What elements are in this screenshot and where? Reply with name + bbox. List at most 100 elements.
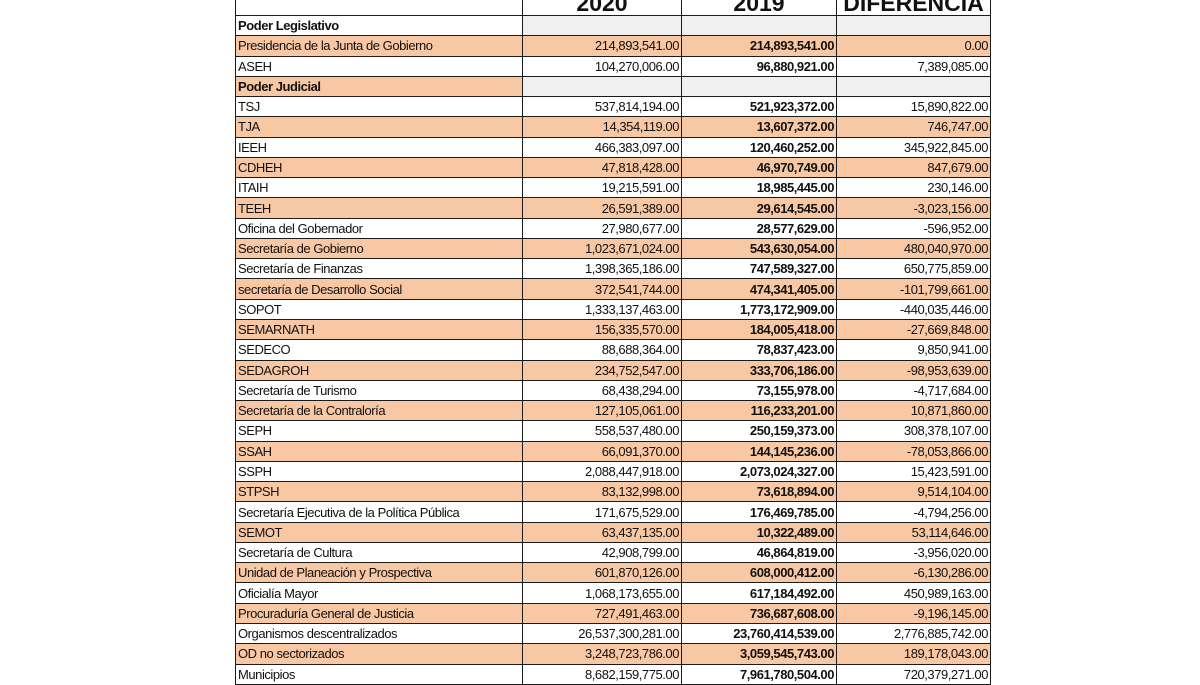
difference-cell: 847,679.00 <box>836 156 991 179</box>
section-row: Poder Legislativo <box>235 14 991 37</box>
table-row: SOPOT 1,333,137,463.00 1,773,172,909.00 -44… <box>235 298 991 320</box>
difference-cell: -9,196,145.00 <box>836 602 991 624</box>
table-body: Poder Legislativo Presidencia de la Junta… <box>235 14 991 685</box>
value-2020-cell: 3,248,723,786.00 <box>522 643 682 665</box>
table-row: CDHEH 47,818,428.00 46,970,749.00 847,679.0… <box>235 156 991 179</box>
value-2020-cell: 727,491,463.00 <box>522 602 682 624</box>
value-2019-cell: 7,961,780,504.00 <box>681 663 837 685</box>
name-cell: Oficialía Mayor <box>235 582 523 604</box>
value-2019-cell: 214,893,541.00 <box>681 35 837 57</box>
table-row: Secretaría de Finanzas 1,398,365,186.00 74… <box>235 258 991 280</box>
name-cell: Presidencia de la Junta de Gobierno <box>235 35 523 57</box>
table-row: Oficina del Gobernador 27,980,677.00 28,57… <box>235 217 991 239</box>
difference-cell <box>836 75 991 98</box>
table-row: Presidencia de la Junta de Gobierno 214,8… <box>235 35 991 57</box>
table-row: Municipios 8,682,159,775.00 7,961,780,504.… <box>235 663 991 685</box>
difference-cell: 308,378,107.00 <box>836 420 991 442</box>
value-2020-cell: 19,215,591.00 <box>522 177 682 199</box>
value-2020-cell: 47,818,428.00 <box>522 156 682 179</box>
value-2020-cell: 214,893,541.00 <box>522 35 682 57</box>
value-2019-cell: 3,059,545,743.00 <box>681 643 837 665</box>
value-2019-cell: 474,341,405.00 <box>681 278 837 300</box>
value-2020-cell: 1,068,173,655.00 <box>522 582 682 604</box>
name-cell: OD no sectorizados <box>235 643 523 665</box>
name-cell: CDHEH <box>235 156 523 179</box>
name-cell: SOPOT <box>235 298 523 320</box>
name-cell: SSPH <box>235 460 523 483</box>
value-2020-cell: 88,688,364.00 <box>522 339 682 361</box>
value-2019-cell: 13,607,372.00 <box>681 116 837 138</box>
table-row: TEEH 26,591,389.00 29,614,545.00 -3,023,156… <box>235 197 991 219</box>
table-row: TJA 14,354,119.00 13,607,372.00 746,747.00 <box>235 116 991 138</box>
difference-cell: 9,514,104.00 <box>836 481 991 503</box>
difference-cell: -3,956,020.00 <box>836 541 991 564</box>
value-2020-cell: 127,105,061.00 <box>522 400 682 422</box>
value-2019-cell: 73,155,978.00 <box>681 379 837 402</box>
value-2019-cell: 250,159,373.00 <box>681 420 837 442</box>
value-2020-cell: 14,354,119.00 <box>522 116 682 138</box>
value-2020-cell: 537,814,194.00 <box>522 96 682 118</box>
header-2020: 2020 <box>522 0 682 16</box>
value-2020-cell: 26,537,300,281.00 <box>522 622 682 645</box>
value-2019-cell: 18,985,445.00 <box>681 177 837 199</box>
table-row: SEMARNATH 156,335,570.00 184,005,418.00 -27… <box>235 318 991 341</box>
difference-cell: 10,871,860.00 <box>836 400 991 422</box>
name-cell: Unidad de Planeación y Prospectiva <box>235 562 523 584</box>
value-2020-cell: 66,091,370.00 <box>522 440 682 462</box>
difference-cell: 7,389,085.00 <box>836 55 991 77</box>
name-cell: TJA <box>235 116 523 138</box>
difference-cell: 2,776,885,742.00 <box>836 622 991 645</box>
table-row: IEEH 466,383,097.00 120,460,252.00 345,922,… <box>235 136 991 158</box>
value-2019-cell: 521,923,372.00 <box>681 96 837 118</box>
table-row: SSAH 66,091,370.00 144,145,236.00 -78,053,8… <box>235 440 991 462</box>
table-row: Secretaría de Cultura 42,908,799.00 46,864… <box>235 541 991 564</box>
difference-cell: -4,794,256.00 <box>836 501 991 523</box>
value-2020-cell: 2,088,447,918.00 <box>522 460 682 483</box>
value-2019-cell: 1,773,172,909.00 <box>681 298 837 320</box>
table-row: SEPH 558,537,480.00 250,159,373.00 308,378,… <box>235 420 991 442</box>
header-2019: 2019 <box>681 0 837 16</box>
value-2019-cell: 78,837,423.00 <box>681 339 837 361</box>
header-row: 2020 2019 DIFERENCIA <box>235 0 991 16</box>
value-2019-cell: 28,577,629.00 <box>681 217 837 239</box>
name-cell: ASEH <box>235 55 523 77</box>
name-cell: secretaría de Desarrollo Social <box>235 278 523 300</box>
difference-cell: 345,922,845.00 <box>836 136 991 158</box>
difference-cell: -440,035,446.00 <box>836 298 991 320</box>
value-2020-cell: 1,398,365,186.00 <box>522 258 682 280</box>
value-2020-cell: 8,682,159,775.00 <box>522 663 682 685</box>
difference-cell: 450,989,163.00 <box>836 582 991 604</box>
table-row: STPSH 83,132,998.00 73,618,894.00 9,514,104… <box>235 481 991 503</box>
difference-cell: -6,130,286.00 <box>836 562 991 584</box>
name-cell: Poder Judicial <box>235 75 523 98</box>
table-row: ASEH 104,270,006.00 96,880,921.00 7,389,085… <box>235 55 991 77</box>
value-2019-cell: 73,618,894.00 <box>681 481 837 503</box>
name-cell: Organismos descentralizados <box>235 622 523 645</box>
difference-cell: 720,379,271.00 <box>836 663 991 685</box>
value-2019-cell: 10,322,489.00 <box>681 521 837 543</box>
difference-cell: -3,023,156.00 <box>836 197 991 219</box>
value-2019-cell: 2,073,024,327.00 <box>681 460 837 483</box>
table-row: Unidad de Planeación y Prospectiva 601,87… <box>235 562 991 584</box>
value-2020-cell: 558,537,480.00 <box>522 420 682 442</box>
table-row: Secretaría de Turismo 68,438,294.00 73,155… <box>235 379 991 402</box>
table-row: Organismos descentralizados 26,537,300,28… <box>235 622 991 645</box>
value-2020-cell: 68,438,294.00 <box>522 379 682 402</box>
value-2020-cell: 63,437,135.00 <box>522 521 682 543</box>
value-2020-cell: 83,132,998.00 <box>522 481 682 503</box>
value-2019-cell: 96,880,921.00 <box>681 55 837 77</box>
value-2019-cell: 176,469,785.00 <box>681 501 837 523</box>
table-row: TSJ 537,814,194.00 521,923,372.00 15,890,82… <box>235 96 991 118</box>
header-diferencia: DIFERENCIA <box>836 0 991 16</box>
value-2020-cell: 601,870,126.00 <box>522 562 682 584</box>
value-2020-cell: 26,591,389.00 <box>522 197 682 219</box>
value-2019-cell: 747,589,327.00 <box>681 258 837 280</box>
value-2019-cell: 116,233,201.00 <box>681 400 837 422</box>
value-2019-cell: 23,760,414,539.00 <box>681 622 837 645</box>
value-2020-cell <box>522 14 682 37</box>
name-cell: TEEH <box>235 197 523 219</box>
value-2019-cell: 736,687,608.00 <box>681 602 837 624</box>
name-cell: Poder Legislativo <box>235 14 523 37</box>
table-row: Secretaría de la Contraloría 127,105,061.… <box>235 400 991 422</box>
table-row: OD no sectorizados 3,248,723,786.00 3,059,… <box>235 643 991 665</box>
